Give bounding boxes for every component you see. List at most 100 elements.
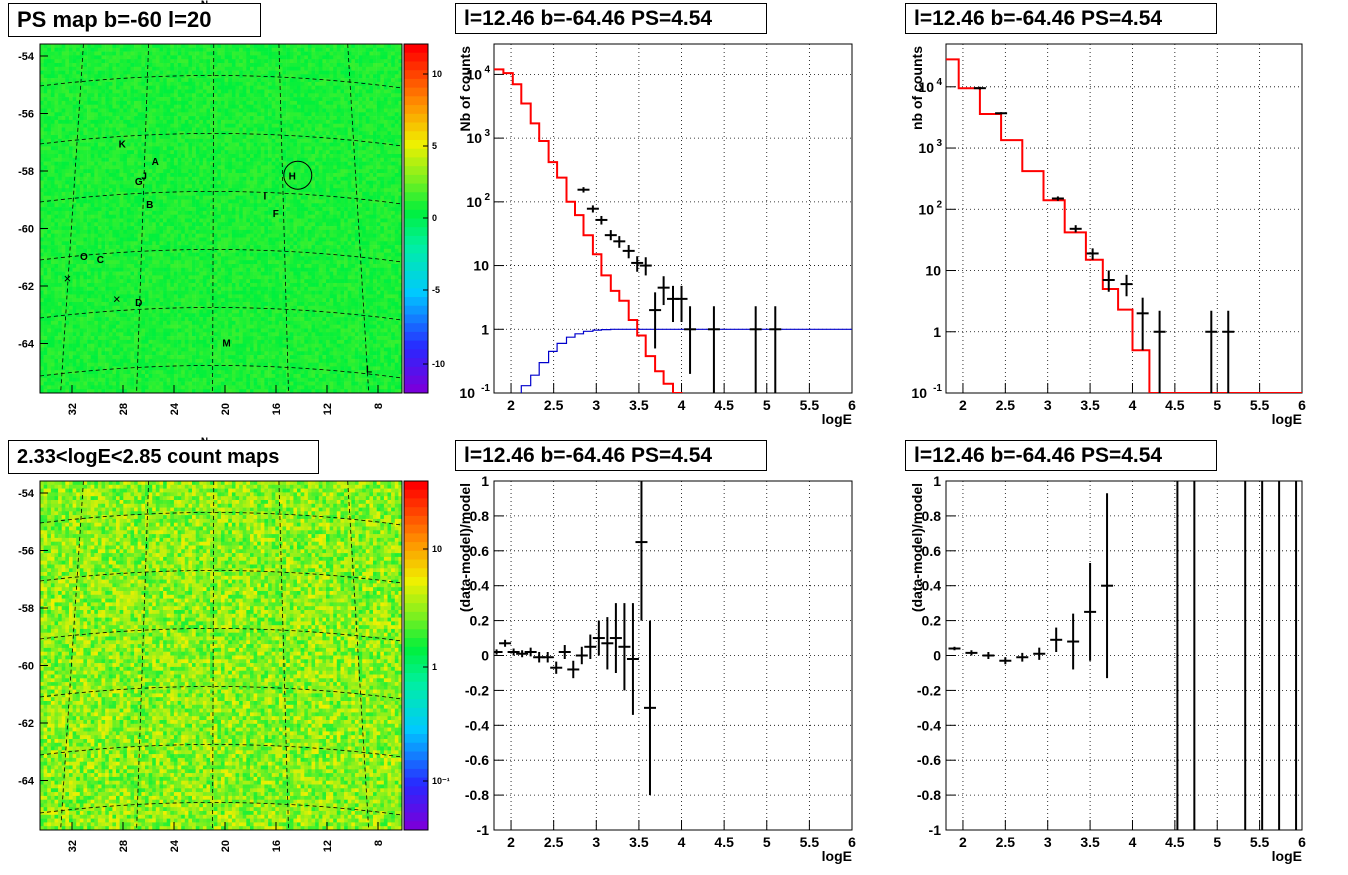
spectrum-right-xlabel: logE (1272, 411, 1302, 427)
ps-map-frame-group (40, 44, 402, 393)
ps-map-colorbar-label: -5 (432, 285, 440, 295)
spectrum-right-ytick-exponent: 4 (936, 77, 942, 88)
count-map-ytick-label: -64 (18, 776, 35, 788)
residual-right-xtick-label: 3.5 (1080, 834, 1100, 850)
count-map-frame-group (40, 481, 402, 830)
spectrum-left-ytick-label: 10 (459, 385, 475, 401)
spectrum-right-ytick-label: 10 (925, 263, 941, 279)
count-map-source-label-M: M (222, 339, 230, 350)
count-map-xtick-label: 12 (322, 840, 334, 852)
ps-map-ytick-label: -54 (18, 51, 35, 63)
residual-right-xtick-label: 2.5 (996, 834, 1016, 850)
count-map-colorbar (404, 481, 428, 831)
residual-right-ytick-label: 1 (933, 473, 941, 489)
spectrum-left-ytick-exponent: 3 (484, 128, 490, 139)
count-map-source-label-B: B (146, 200, 153, 211)
ps-map-xtick-label: 8 (373, 403, 385, 409)
spectrum-right-ylabel: nb of counts (909, 46, 925, 130)
count-map-title: 2.33<logE<2.85 count maps (8, 440, 319, 474)
residual-left-xtick-label: 3 (592, 834, 600, 850)
residual-right-xlabel: logE (1272, 848, 1302, 864)
spectrum-left-ytick-exponent: 4 (484, 64, 490, 75)
spectrum-right-ytick-label: 10 (911, 385, 927, 401)
count-map-ytick-label: -58 (18, 603, 34, 615)
spectrum-right-xtick-label: 4 (1129, 397, 1137, 413)
spectrum-left-xtick-label: 4.5 (714, 397, 734, 413)
count-map-colorbar-label: 10 (432, 544, 442, 554)
spectrum-right-ytick-exponent: -1 (933, 383, 942, 394)
spectrum-right-ytick-exponent: 2 (936, 199, 942, 210)
count-map-source-label-C: C (97, 255, 104, 266)
spectrum-right-ytick-exponent: 3 (936, 138, 942, 149)
residual-right-xtick-label: 4 (1129, 834, 1137, 850)
ps-map-colorbar-label: -10 (432, 359, 445, 369)
count-map-source-label-L: L (366, 365, 372, 376)
spectrum-right-xtick-label: 4.5 (1165, 397, 1185, 413)
residual-left-ytick-label: 0.2 (470, 613, 490, 629)
residual-left-ytick-label: 0 (481, 648, 489, 664)
spectrum-right-title: l=12.46 b=-64.46 PS=4.54 (905, 3, 1217, 34)
spectrum-left-ylabel: Nb of counts (457, 46, 473, 132)
ps-map-xtick-label: 24 (169, 402, 181, 415)
residual-left-xtick-label: 2.5 (544, 834, 564, 850)
count-map-cross-marker: × (113, 291, 121, 306)
residual-left-xtick-label: 5 (763, 834, 771, 850)
count-map-source-label-H: H (289, 171, 296, 182)
residual-right-ytick-label: 0 (933, 648, 941, 664)
residual-right-xtick-label: 3 (1044, 834, 1052, 850)
spectrum-left-title: l=12.46 b=-64.46 PS=4.54 (455, 3, 767, 34)
count-map-ytick-label: -60 (18, 661, 34, 673)
spectrum-right-xtick-label: 3 (1044, 397, 1052, 413)
residual-right-ytick-label: 0.2 (922, 613, 942, 629)
residual-left-xlabel: logE (822, 848, 852, 864)
residual-right-xtick-label: 4.5 (1165, 834, 1185, 850)
spectrum-left-xtick-label: 3 (592, 397, 600, 413)
spectrum-left-xtick-label: 5.5 (800, 397, 820, 413)
ps-map-colorbar-label: 5 (432, 141, 437, 151)
spectrum-right-ytick-label: 10 (918, 140, 934, 156)
ps-map-ytick-label: -60 (18, 224, 34, 236)
residual-left-ytick-label: -0.2 (465, 682, 489, 698)
residual-left-ytick-label: -0.8 (465, 787, 489, 803)
ps-map-colorbar-label: 0 (432, 213, 437, 223)
residual-left-xtick-label: 5.5 (800, 834, 820, 850)
spectrum-right-xtick-label: 3.5 (1080, 397, 1100, 413)
count-map-ytick-label: -56 (18, 546, 34, 558)
spectrum-left-xtick-label: 2 (507, 397, 515, 413)
residual-right-xtick-label: 2 (959, 834, 967, 850)
residual-left-xtick-label: 3.5 (629, 834, 649, 850)
count-map-source-label-D: D (135, 298, 142, 309)
residual-left-ytick-label: -1 (477, 822, 490, 838)
ps-map-colorbar (404, 44, 428, 394)
count-map-ytick-label: -62 (18, 718, 34, 730)
spectrum-left-plot-frame (494, 44, 852, 393)
count-map-colorbar-label: 1 (432, 662, 437, 672)
spectrum-right-xtick-label: 5.5 (1250, 397, 1270, 413)
residual-left-ytick-label: -0.4 (465, 717, 489, 733)
ps-map-ytick-label: -62 (18, 281, 34, 293)
residual-left-xtick-label: 4 (678, 834, 686, 850)
count-map-source-label-J: J (141, 171, 147, 182)
residual-right-ylabel: (data-model)/model (909, 483, 925, 612)
residual-left-title: l=12.46 b=-64.46 PS=4.54 (455, 440, 767, 471)
count-map-xtick-label: 24 (169, 839, 181, 852)
ps-map-ytick-label: -56 (18, 109, 34, 121)
spectrum-right-plot-frame (946, 44, 1302, 393)
count-map-xtick-label: 32 (67, 840, 79, 852)
ps-map-xtick-label: 16 (271, 403, 283, 415)
spectrum-left-xtick-label: 2.5 (544, 397, 564, 413)
spectrum-left-xtick-label: 5 (763, 397, 771, 413)
residual-left-ytick-label: -0.6 (465, 752, 489, 768)
count-map-xtick-label: 20 (220, 840, 232, 852)
residual-right-xtick-label: 5.5 (1250, 834, 1270, 850)
residual-left-xtick-label: 4.5 (714, 834, 734, 850)
residual-right-ytick-label: -0.4 (917, 717, 941, 733)
ps-map-xtick-label: 32 (67, 403, 79, 415)
count-map-source-label-I: I (263, 191, 266, 202)
ps-map-xtick-label: 20 (220, 403, 232, 415)
count-map-cross-marker: × (64, 271, 72, 286)
spectrum-left-ytick-label: 1 (481, 321, 489, 337)
count-map-xtick-label: 16 (271, 840, 283, 852)
spectrum-right-ytick-label: 1 (933, 324, 941, 340)
